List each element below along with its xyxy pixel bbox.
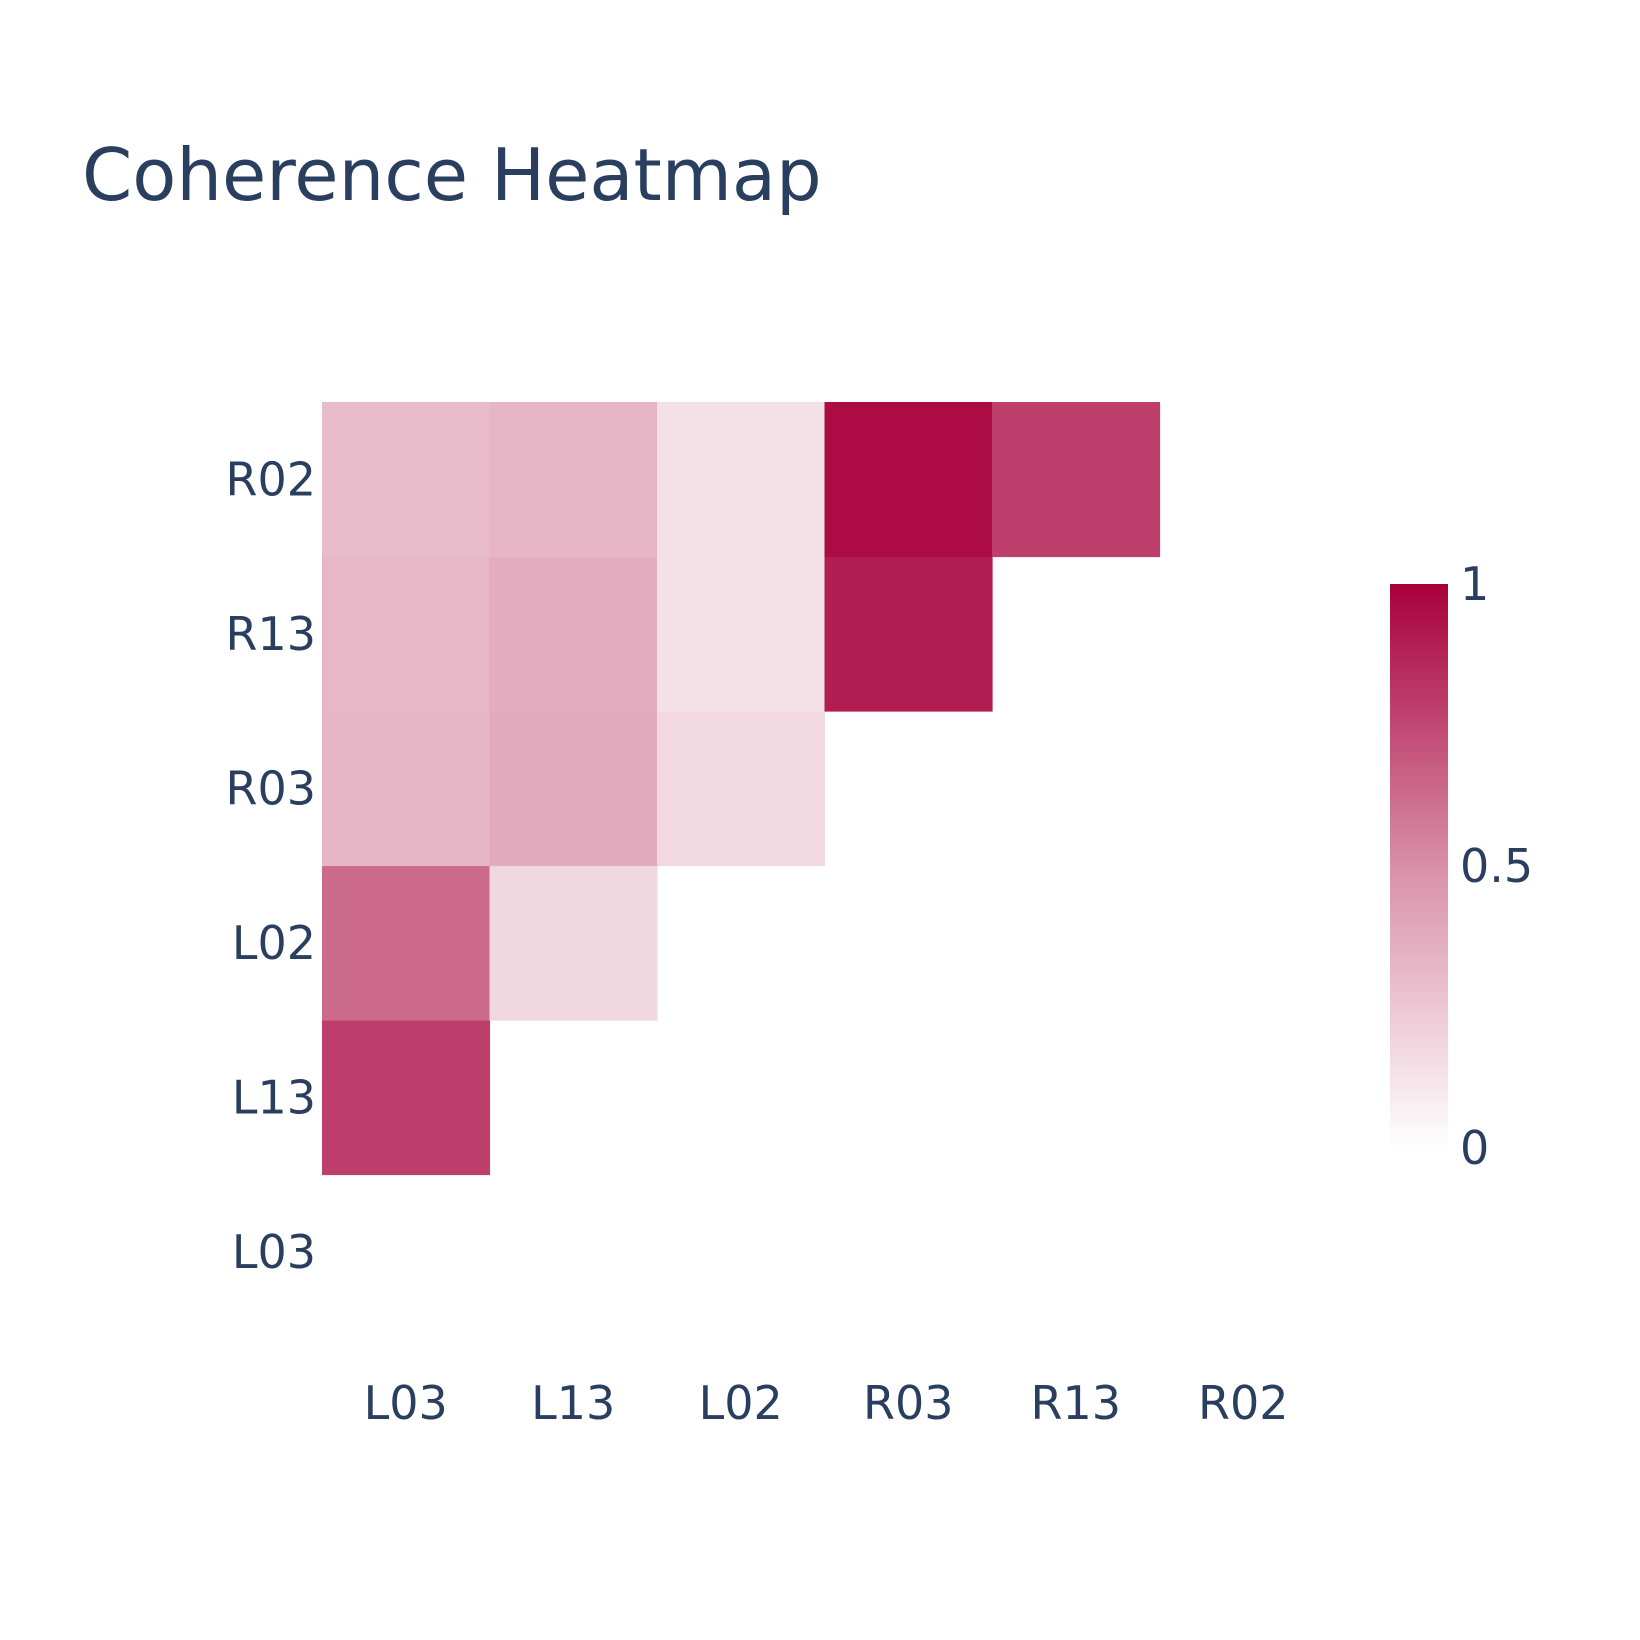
x-tick-label: L03 — [364, 1376, 448, 1430]
heatmap-cell-r02-l02 — [657, 402, 826, 558]
y-tick-label: L13 — [232, 1070, 316, 1124]
colorbar-tick-label: 1 — [1460, 557, 1489, 611]
x-tick-label: R13 — [1031, 1376, 1122, 1430]
heatmap-cell-r13-l02 — [657, 556, 826, 712]
chart-title: Coherence Heatmap — [82, 133, 822, 217]
heatmap-cell-l13-l03 — [322, 1020, 491, 1176]
y-tick-label: L03 — [232, 1225, 316, 1279]
colorbar-gradient — [1390, 584, 1448, 1148]
heatmap-cell-r02-l13 — [489, 402, 658, 558]
y-tick-label: R03 — [226, 761, 317, 815]
x-axis-tick-labels: L03 L13 L02 R03 R13 R02 — [364, 1376, 1289, 1430]
heatmap-cell-r13-l13 — [489, 556, 658, 712]
x-tick-label: L02 — [699, 1376, 783, 1430]
colorbar: 00.51 — [1390, 557, 1533, 1175]
colorbar-tick-labels: 00.51 — [1460, 557, 1533, 1175]
y-tick-label: R02 — [226, 452, 317, 506]
heatmap-cell-r03-l13 — [489, 711, 658, 867]
y-tick-label: L02 — [232, 916, 316, 970]
heatmap-cell-r13-r03 — [824, 556, 993, 712]
heatmap-cell-r02-r03 — [824, 402, 993, 558]
heatmap-cell-l02-l13 — [489, 865, 658, 1021]
heatmap-cell-r02-r13 — [992, 402, 1161, 558]
colorbar-tick-label: 0 — [1460, 1121, 1489, 1175]
y-axis-tick-labels: L03 L13 L02 R03 R13 R02 — [226, 452, 317, 1279]
heatmap-cell-r13-l03 — [322, 556, 491, 712]
heatmap-cell-r03-l03 — [322, 711, 491, 867]
x-tick-label: R03 — [863, 1376, 954, 1430]
heatmap-cell-r03-l02 — [657, 711, 826, 867]
heatmap-cell-l02-l03 — [322, 865, 491, 1021]
y-tick-label: R13 — [226, 607, 317, 661]
heatmap-cell-r02-l03 — [322, 402, 491, 558]
x-tick-label: R02 — [1198, 1376, 1289, 1430]
x-tick-label: L13 — [531, 1376, 615, 1430]
colorbar-tick-label: 0.5 — [1460, 839, 1533, 893]
heatmap-cells — [322, 402, 1161, 1176]
